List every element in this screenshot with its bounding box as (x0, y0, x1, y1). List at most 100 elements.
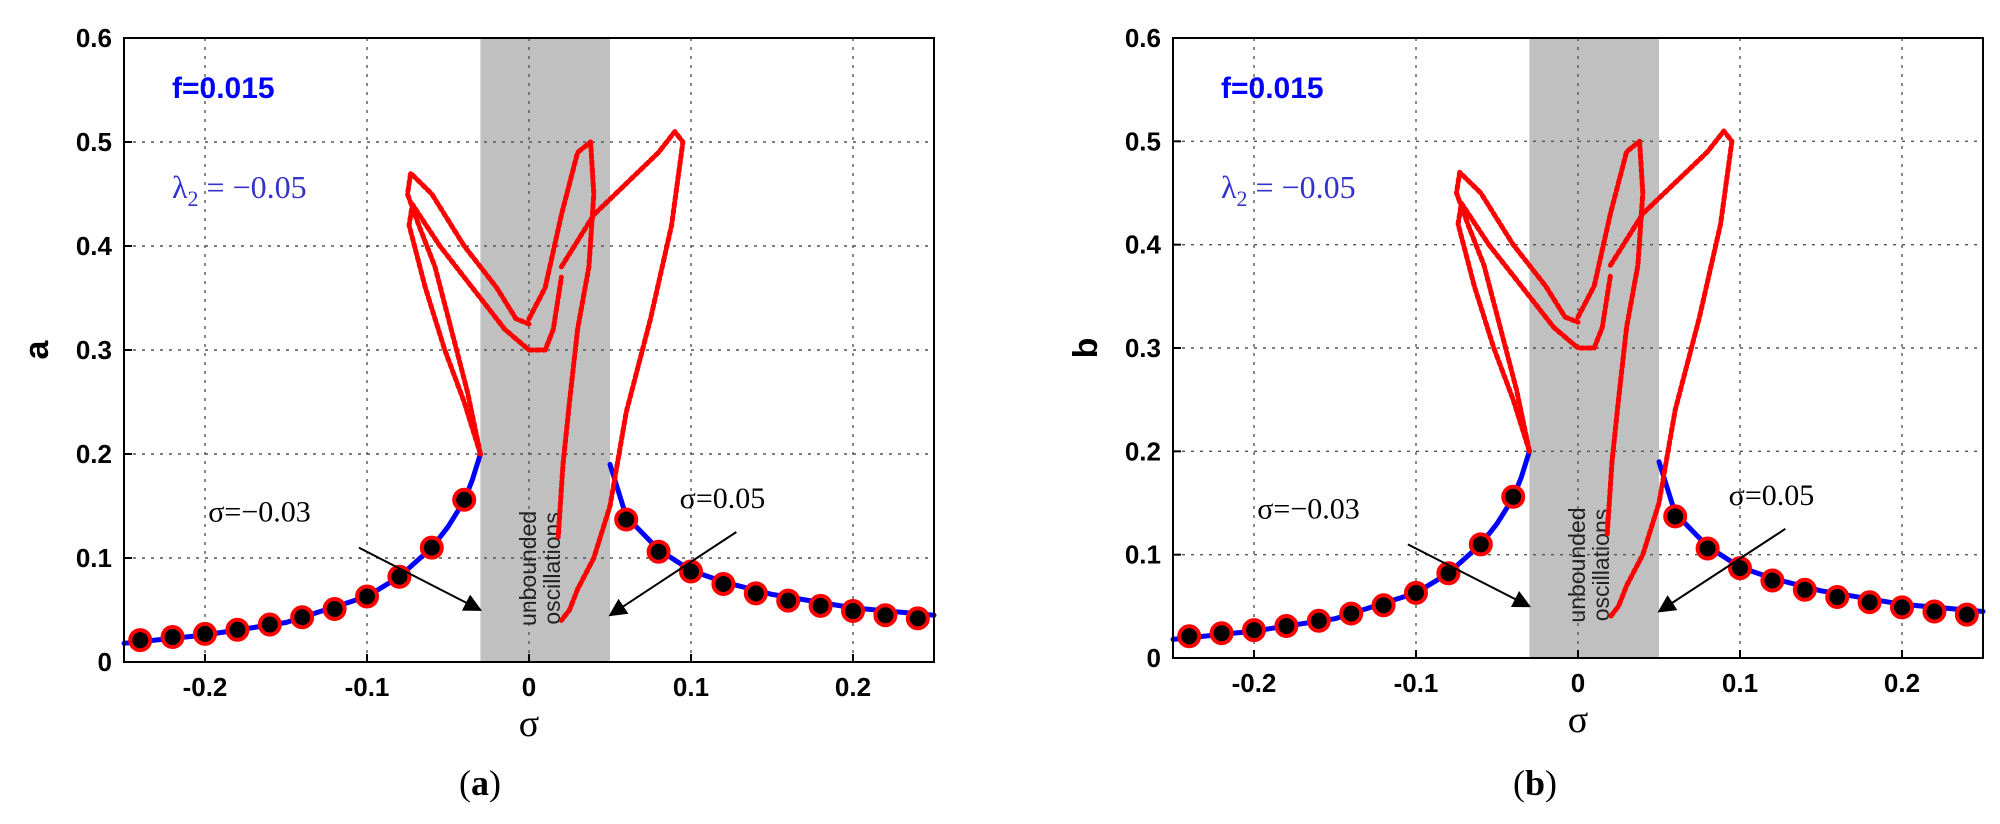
xtick-label-b-2: 0 (1571, 668, 1585, 698)
caption-letter-a: a (471, 763, 489, 803)
lambda-value-a: = −0.05 (199, 169, 307, 205)
xtick-label-a-1: -0.1 (345, 672, 390, 702)
data-point-b-15 (1792, 577, 1817, 602)
xtick-label-a-4: 0.2 (835, 672, 871, 702)
series-line-b-6 (1607, 128, 1735, 620)
data-point-a-2 (193, 621, 217, 646)
series-line-b-4 (1455, 200, 1613, 454)
ytick-label-a-0: 0 (98, 647, 112, 677)
lambda-symbol-a: λ (172, 169, 188, 205)
data-point-b-9 (1468, 532, 1493, 557)
right-arrow-a (608, 531, 737, 617)
data-point-a-6 (322, 596, 347, 621)
xtick-label-b-1: -0.1 (1394, 668, 1439, 698)
data-point-a-15 (743, 581, 768, 606)
ytick-label-b-5: 0.5 (1125, 126, 1161, 156)
caption-open-paren-b: ( (1513, 763, 1525, 803)
series-line-a-5 (526, 139, 597, 540)
data-point-a-18 (841, 599, 865, 624)
data-point-b-3 (1274, 613, 1299, 638)
data-point-a-19 (873, 603, 898, 628)
data-point-b-4 (1306, 608, 1331, 633)
series-line-b-3 (1454, 169, 1581, 454)
panel-caption-b: (b) (1513, 763, 1557, 803)
data-point-b-20 (1954, 602, 1979, 627)
data-point-b-19 (1922, 599, 1947, 624)
data-point-a-7 (355, 584, 379, 609)
xtick-label-a-3: 0.1 (673, 672, 709, 702)
data-point-b-0 (1177, 624, 1202, 649)
panel-caption-a: (a) (459, 763, 501, 803)
lambda-label-a: λ2 = −0.05 (172, 169, 307, 211)
band-label-b: unboundedoscillations (1564, 507, 1614, 622)
lambda-subscript-b: 2 (1237, 186, 1248, 211)
data-point-a-17 (808, 593, 833, 618)
xtick-label-b-4: 0.2 (1884, 668, 1920, 698)
ytick-label-b-0: 0 (1147, 643, 1161, 673)
series-line-a-3 (405, 170, 532, 457)
left-arrow-b (1407, 543, 1532, 608)
lambda-subscript-a: 2 (188, 186, 199, 211)
y-axis-label-a: a (18, 339, 56, 359)
data-point-a-3 (225, 617, 250, 642)
right-arrow-label-a: σ=0.05 (680, 482, 766, 515)
data-point-a-0 (128, 628, 153, 653)
data-point-b-12 (1695, 536, 1720, 561)
ytick-label-b-4: 0.4 (1125, 230, 1162, 260)
series-line-b-5 (1575, 138, 1646, 537)
data-point-b-11 (1663, 504, 1688, 529)
ytick-label-a-2: 0.2 (76, 439, 112, 469)
data-point-b-2 (1242, 618, 1266, 643)
f-parameter-label-b: f=0.015 (1221, 72, 1324, 105)
xtick-label-b-3: 0.1 (1722, 668, 1758, 698)
ytick-label-a-4: 0.4 (76, 231, 113, 261)
data-point-a-16 (776, 588, 801, 613)
series-line-a-6 (558, 129, 686, 623)
caption-open-paren-a: ( (459, 763, 471, 803)
ytick-label-b-3: 0.3 (1125, 333, 1161, 363)
ytick-label-a-1: 0.1 (76, 543, 112, 573)
left-arrow-a (358, 546, 483, 611)
data-point-a-12 (646, 539, 671, 564)
data-point-b-17 (1857, 590, 1882, 615)
x-axis-label-b: σ (1568, 699, 1588, 741)
xtick-label-a-0: -0.2 (183, 672, 228, 702)
band-label-line1-a: unbounded (515, 511, 541, 626)
left-arrow-label-a: σ=−0.03 (208, 496, 311, 529)
caption-close-paren-a: ) (489, 763, 501, 803)
f-parameter-label-a: f=0.015 (172, 72, 275, 105)
data-point-b-5 (1339, 601, 1364, 626)
left-arrow-label-b: σ=−0.03 (1257, 493, 1360, 526)
y-axis-label-b: b (1067, 338, 1105, 359)
lambda-symbol-b: λ (1221, 169, 1237, 205)
ytick-label-a-6: 0.6 (76, 23, 112, 53)
caption-close-paren-b: ) (1545, 763, 1557, 803)
right-arrow-b (1657, 527, 1786, 613)
lambda-value-b: = −0.05 (1248, 169, 1356, 205)
ytick-label-b-1: 0.1 (1125, 540, 1161, 570)
data-point-b-14 (1760, 568, 1785, 593)
band-label-line1-b: unbounded (1564, 507, 1590, 622)
x-axis-label-a: σ (519, 703, 539, 745)
lambda-label-b: λ2 = −0.05 (1221, 169, 1356, 211)
ytick-label-b-6: 0.6 (1125, 23, 1161, 53)
ytick-label-a-5: 0.5 (76, 127, 112, 157)
ytick-label-a-3: 0.3 (76, 335, 112, 365)
data-point-a-4 (257, 612, 282, 637)
xtick-label-a-2: 0 (522, 672, 536, 702)
data-point-a-14 (711, 572, 736, 596)
data-point-b-8 (1436, 561, 1461, 586)
chart-panel-b: unboundedoscillations -0.2 -0.1 0 0.1 0.2 0 0.1… (1067, 23, 1986, 803)
ytick-label-b-2: 0.2 (1125, 436, 1161, 466)
data-point-b-7 (1404, 580, 1428, 605)
data-point-a-9 (419, 535, 444, 560)
series-line-a-4 (406, 201, 564, 457)
data-point-b-16 (1825, 585, 1850, 610)
data-point-a-11 (614, 507, 639, 532)
data-point-b-18 (1890, 595, 1914, 620)
data-point-a-13 (679, 559, 703, 584)
data-point-b-10 (1501, 484, 1526, 509)
data-point-b-1 (1209, 621, 1234, 646)
data-point-a-8 (387, 564, 412, 589)
